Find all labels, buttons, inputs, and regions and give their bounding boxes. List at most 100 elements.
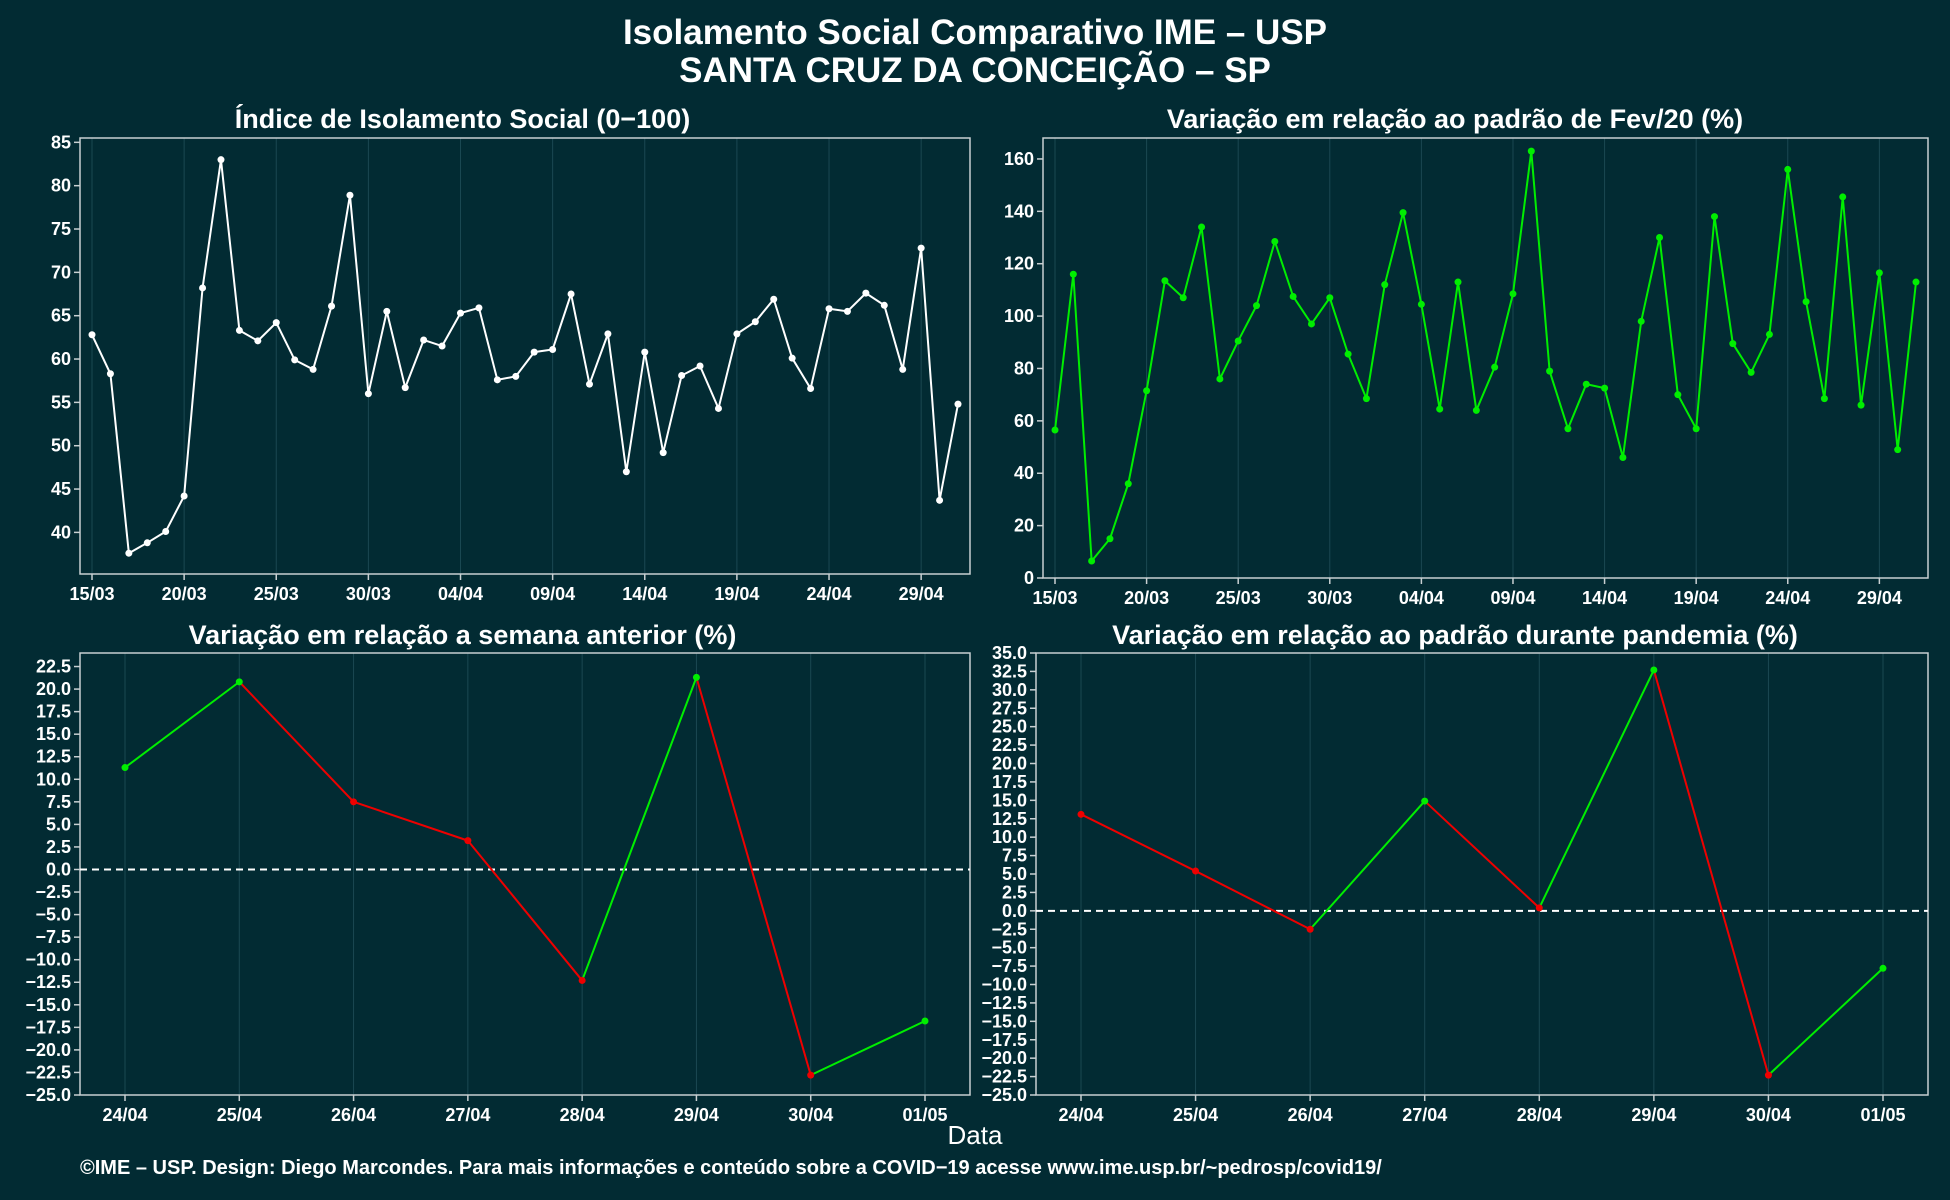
series-segment — [238, 681, 355, 803]
y-tick-label: 22.5 — [36, 657, 71, 677]
y-tick-label: 5.0 — [46, 814, 71, 834]
data-point — [825, 305, 833, 313]
data-point — [1198, 223, 1206, 231]
series-segment — [353, 800, 469, 842]
y-tick-label: 2.5 — [46, 837, 71, 857]
y-tick-label: −22.5 — [25, 1062, 71, 1082]
data-point — [235, 678, 243, 686]
y-tick-label: 20.0 — [36, 679, 71, 699]
x-tick-label: 14/04 — [1582, 588, 1627, 608]
data-point — [254, 337, 262, 345]
data-point — [1764, 1071, 1772, 1079]
data-point — [1637, 317, 1645, 325]
data-point — [714, 404, 722, 412]
panel2-title: Variação em relação ao padrão de Fev/20 … — [1166, 104, 1744, 134]
data-point — [1234, 337, 1242, 345]
y-tick-label: −7.5 — [991, 956, 1027, 976]
x-tick-label: 29/04 — [1857, 588, 1902, 608]
data-point — [1894, 446, 1902, 454]
data-point — [235, 326, 243, 334]
data-point — [1674, 391, 1682, 399]
data-point — [199, 284, 207, 292]
data-point — [346, 191, 354, 199]
data-point — [1192, 867, 1200, 875]
data-point — [604, 330, 612, 338]
data-point — [1820, 395, 1828, 403]
y-tick-label: 0 — [1024, 568, 1034, 588]
data-point — [309, 365, 317, 373]
y-tick-label: −17.5 — [981, 1030, 1027, 1050]
data-point — [1564, 425, 1572, 433]
main-title: Isolamento Social Comparativo IME – USP — [622, 13, 1328, 52]
data-point — [696, 362, 704, 370]
data-point — [770, 295, 778, 303]
y-tick-label: −20.0 — [981, 1048, 1027, 1068]
data-point — [438, 342, 446, 350]
data-point — [1179, 294, 1187, 302]
data-point — [1077, 810, 1085, 818]
data-point — [1582, 380, 1590, 388]
y-tick-label: 2.5 — [1002, 882, 1027, 902]
data-point — [1546, 367, 1554, 375]
x-tick-label: 04/04 — [438, 584, 483, 604]
data-point — [512, 372, 520, 380]
data-point — [125, 549, 133, 557]
data-point — [1326, 294, 1334, 302]
data-point — [1306, 925, 1314, 933]
series-segment — [124, 681, 240, 769]
data-point — [1747, 368, 1755, 376]
y-tick-label: 22.5 — [992, 735, 1027, 755]
plot-frame — [79, 652, 971, 1096]
y-tick-label: −2.5 — [35, 882, 71, 902]
data-point — [457, 309, 465, 317]
panel4-title: Variação em relação ao padrão durante pa… — [1112, 620, 1798, 650]
data-point — [622, 468, 630, 476]
panel3-title: Variação em relação a semana anterior (%… — [188, 620, 737, 650]
data-point — [692, 673, 700, 681]
series-segment — [1652, 669, 1770, 1076]
x-tick-label: 28/04 — [1517, 1105, 1562, 1125]
y-tick-label: 30.0 — [992, 680, 1027, 700]
data-point — [1692, 425, 1700, 433]
x-tick-label: 27/04 — [445, 1105, 490, 1125]
data-point — [1619, 454, 1627, 462]
data-point — [493, 376, 501, 384]
x-tick-label: 29/04 — [674, 1105, 719, 1125]
y-tick-label: 35.0 — [992, 643, 1027, 663]
x-tick-label: 25/03 — [1216, 588, 1261, 608]
data-point — [1875, 269, 1883, 277]
y-tick-label: 65 — [51, 306, 71, 326]
y-tick-label: −25.0 — [981, 1085, 1027, 1105]
y-tick-label: −10.0 — [25, 950, 71, 970]
data-point — [788, 354, 796, 362]
plot-frame — [1042, 137, 1929, 579]
x-tick-label: 30/03 — [346, 584, 391, 604]
y-tick-label: 12.5 — [992, 809, 1027, 829]
data-point — [1399, 209, 1407, 217]
data-point — [364, 390, 372, 398]
x-tick-label: 15/03 — [69, 584, 114, 604]
y-tick-label: −20.0 — [25, 1040, 71, 1060]
data-point — [954, 400, 962, 408]
y-tick-label: 0.0 — [1002, 901, 1027, 921]
data-point — [464, 837, 472, 845]
data-point — [1857, 401, 1865, 409]
y-tick-label: 15.0 — [992, 790, 1027, 810]
y-tick-label: 17.5 — [36, 702, 71, 722]
series-line — [1054, 150, 1917, 564]
data-point — [1472, 406, 1480, 414]
y-tick-label: 5.0 — [1002, 864, 1027, 884]
data-point — [733, 330, 741, 338]
y-tick-label: −12.5 — [981, 993, 1027, 1013]
data-point — [1143, 387, 1151, 395]
y-tick-label: 25.0 — [992, 717, 1027, 737]
x-tick-label: 24/04 — [1058, 1105, 1103, 1125]
x-tick-label: 09/04 — [1490, 588, 1535, 608]
data-point — [917, 244, 925, 252]
data-point — [567, 290, 575, 298]
data-point — [899, 365, 907, 373]
x-tick-label: 24/04 — [1765, 588, 1810, 608]
